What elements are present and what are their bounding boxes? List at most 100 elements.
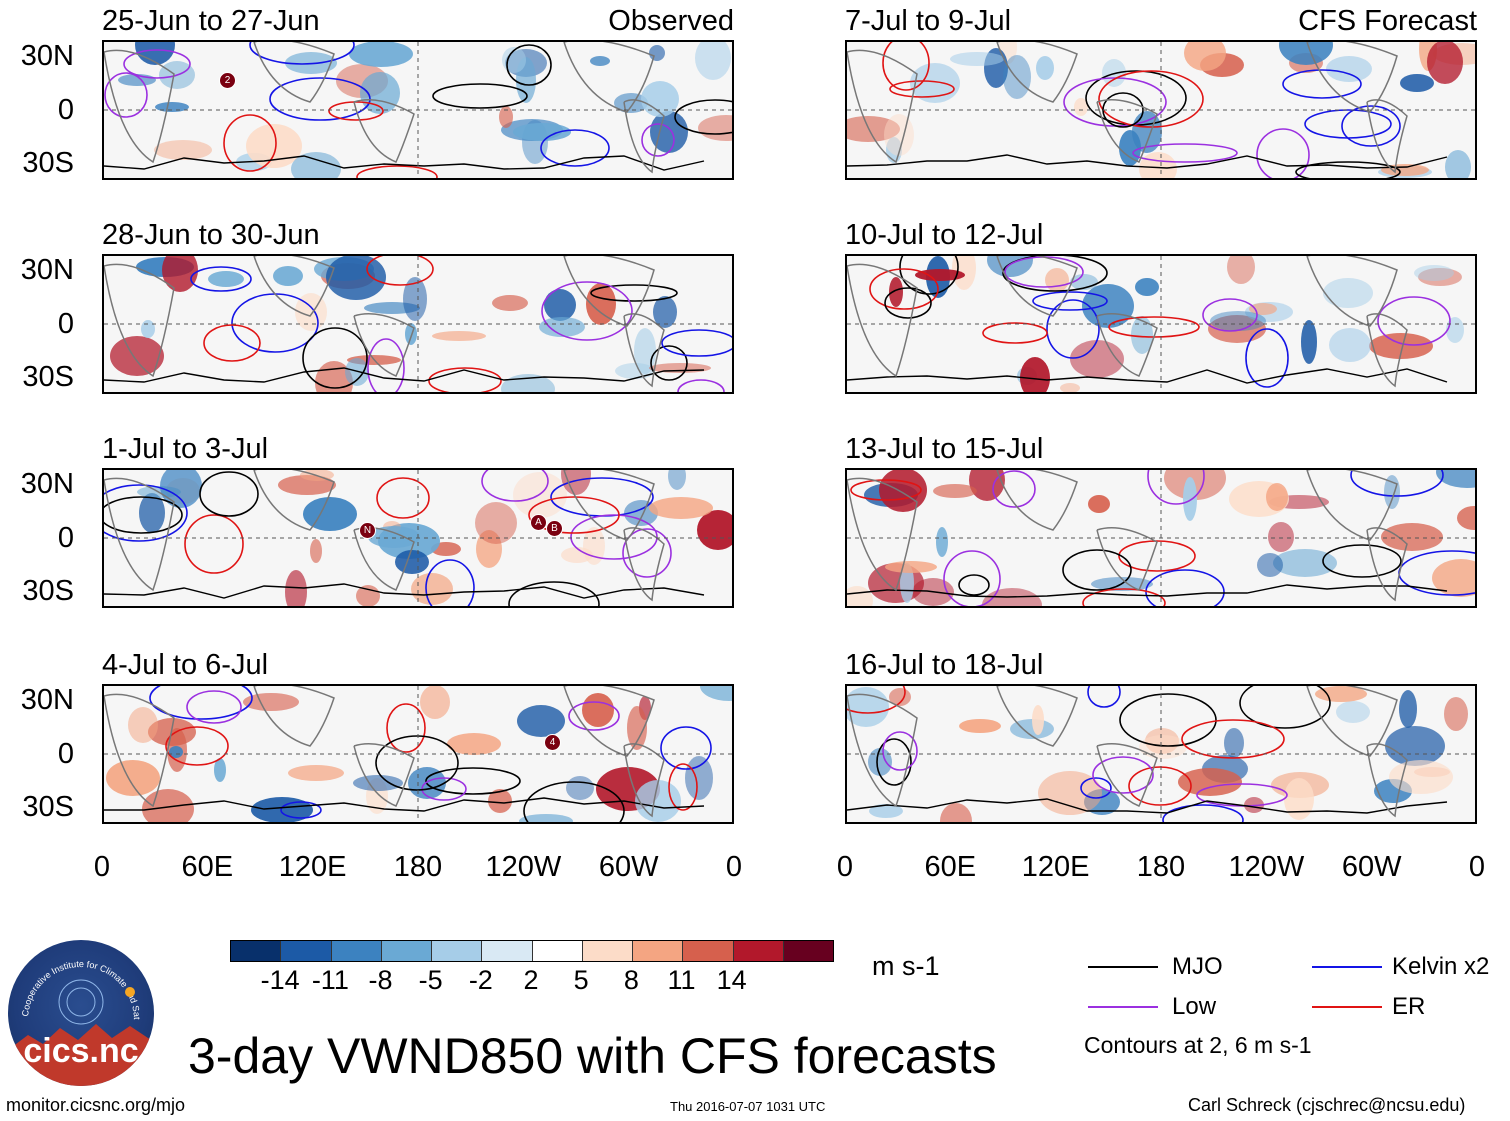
contour-line [481,470,549,502]
coastline [253,470,335,531]
contour-line [366,256,434,286]
contour-line [280,801,322,819]
page-title: 3-day VWND850 with CFS forecasts [188,1028,997,1084]
anomaly-blob [303,497,357,531]
y-axis-label: 0 [57,738,74,770]
contour-line [428,367,502,392]
anomaly-map [847,42,1475,178]
contour-line [943,550,1001,606]
contour-line [882,731,918,771]
panel-header: Observed [608,5,734,37]
anomaly-blob [1389,760,1453,794]
anomaly-blob [1436,470,1475,488]
coastline [1096,527,1158,591]
y-axis-label: 30S [22,147,74,179]
colorbar-segment [532,941,583,961]
anomaly-blob [649,45,665,61]
anomaly-blob [649,497,713,519]
coastline [1306,686,1398,757]
x-axis-label: 120E [278,851,347,883]
map-panel-1: 2 [102,40,734,180]
panel-date-range: 13-Jul to 15-Jul [845,433,1044,465]
coastline [623,527,665,602]
colorbar-segment [633,941,684,961]
x-axis-label: 0 [725,851,743,883]
contour-line [650,345,688,381]
contour-line [1002,256,1108,292]
anomaly-blob [697,510,732,550]
anomaly-blob [162,256,198,292]
anomaly-blob [395,550,429,574]
anomaly-blob [246,124,302,168]
anomaly-blob [488,789,512,813]
contour-line [1062,549,1132,591]
anomaly-blob [590,56,610,66]
footer-timestamp: Thu 2016-07-07 1031 UTC [670,1099,826,1114]
y-axis-label: 30N [20,40,74,72]
contour-line [1082,588,1166,606]
panel-date-range: 10-Jul to 12-Jul [845,219,1044,251]
anomaly-blob [1445,150,1471,178]
coastline [563,256,655,327]
anomaly-blob [273,266,303,286]
anomaly-blob [614,93,648,113]
x-axis-label: 120W [1228,851,1305,883]
anomaly-map [104,256,732,392]
legend-er-line [1312,1006,1382,1008]
anomaly-blob [251,797,313,822]
anomaly-blob [1323,278,1373,308]
coastline [104,49,175,164]
colorbar-label: -11 [311,965,349,995]
contour-line [1304,109,1392,139]
anomaly-blob [1257,553,1283,577]
anomaly-blob [1457,506,1475,530]
anomaly-blob [1427,42,1463,84]
coastline [847,693,918,808]
anomaly-blob [940,803,972,822]
mjo-contour [104,367,705,383]
contour-line [1080,777,1112,799]
anomaly-blob [1279,42,1333,65]
anomaly-blob [1315,686,1367,702]
coastline [353,743,415,807]
contour-line [186,690,242,724]
anomaly-blob [135,42,175,65]
colorbar-label: -2 [468,965,493,995]
contour-line [1322,544,1402,578]
anomaly-blob [1399,690,1417,728]
anomaly-blob [139,493,165,533]
anomaly-map [104,42,732,178]
anomaly-map [847,470,1475,606]
legend-kelvin-line [1312,966,1382,968]
colorbar-label: 5 [573,965,589,995]
svg-text:Cooperative Institute for Clim: Cooperative Institute for Climate and Sa… [8,940,142,1020]
coastline [1096,313,1158,377]
coastline [996,470,1078,531]
contour-line [104,496,183,534]
coastline [847,49,918,164]
storm-label: N [359,522,376,539]
anomaly-map [847,686,1475,822]
coastline [353,527,415,591]
coastline [623,313,665,388]
colorbar-segment [783,941,833,961]
anomaly-blob [160,470,202,508]
anomaly-blob [566,776,594,800]
colorbar-segment [482,941,533,961]
coastline [996,42,1078,103]
anomaly-blob [1074,98,1088,116]
contour-line [568,701,620,731]
anomaly-blob [582,693,614,727]
map-panel-6 [845,254,1477,394]
anomaly-blob [695,42,731,80]
contour-line [889,80,955,98]
coastline [563,42,655,113]
y-axis-label: 0 [57,522,74,554]
anomaly-blob [1301,320,1317,364]
anomaly-blob [910,63,960,103]
anomaly-blob [208,271,244,287]
contour-line [992,470,1036,508]
colorbar-segment [231,941,282,961]
x-axis-label: 120E [1021,851,1090,883]
coastline [253,686,335,747]
